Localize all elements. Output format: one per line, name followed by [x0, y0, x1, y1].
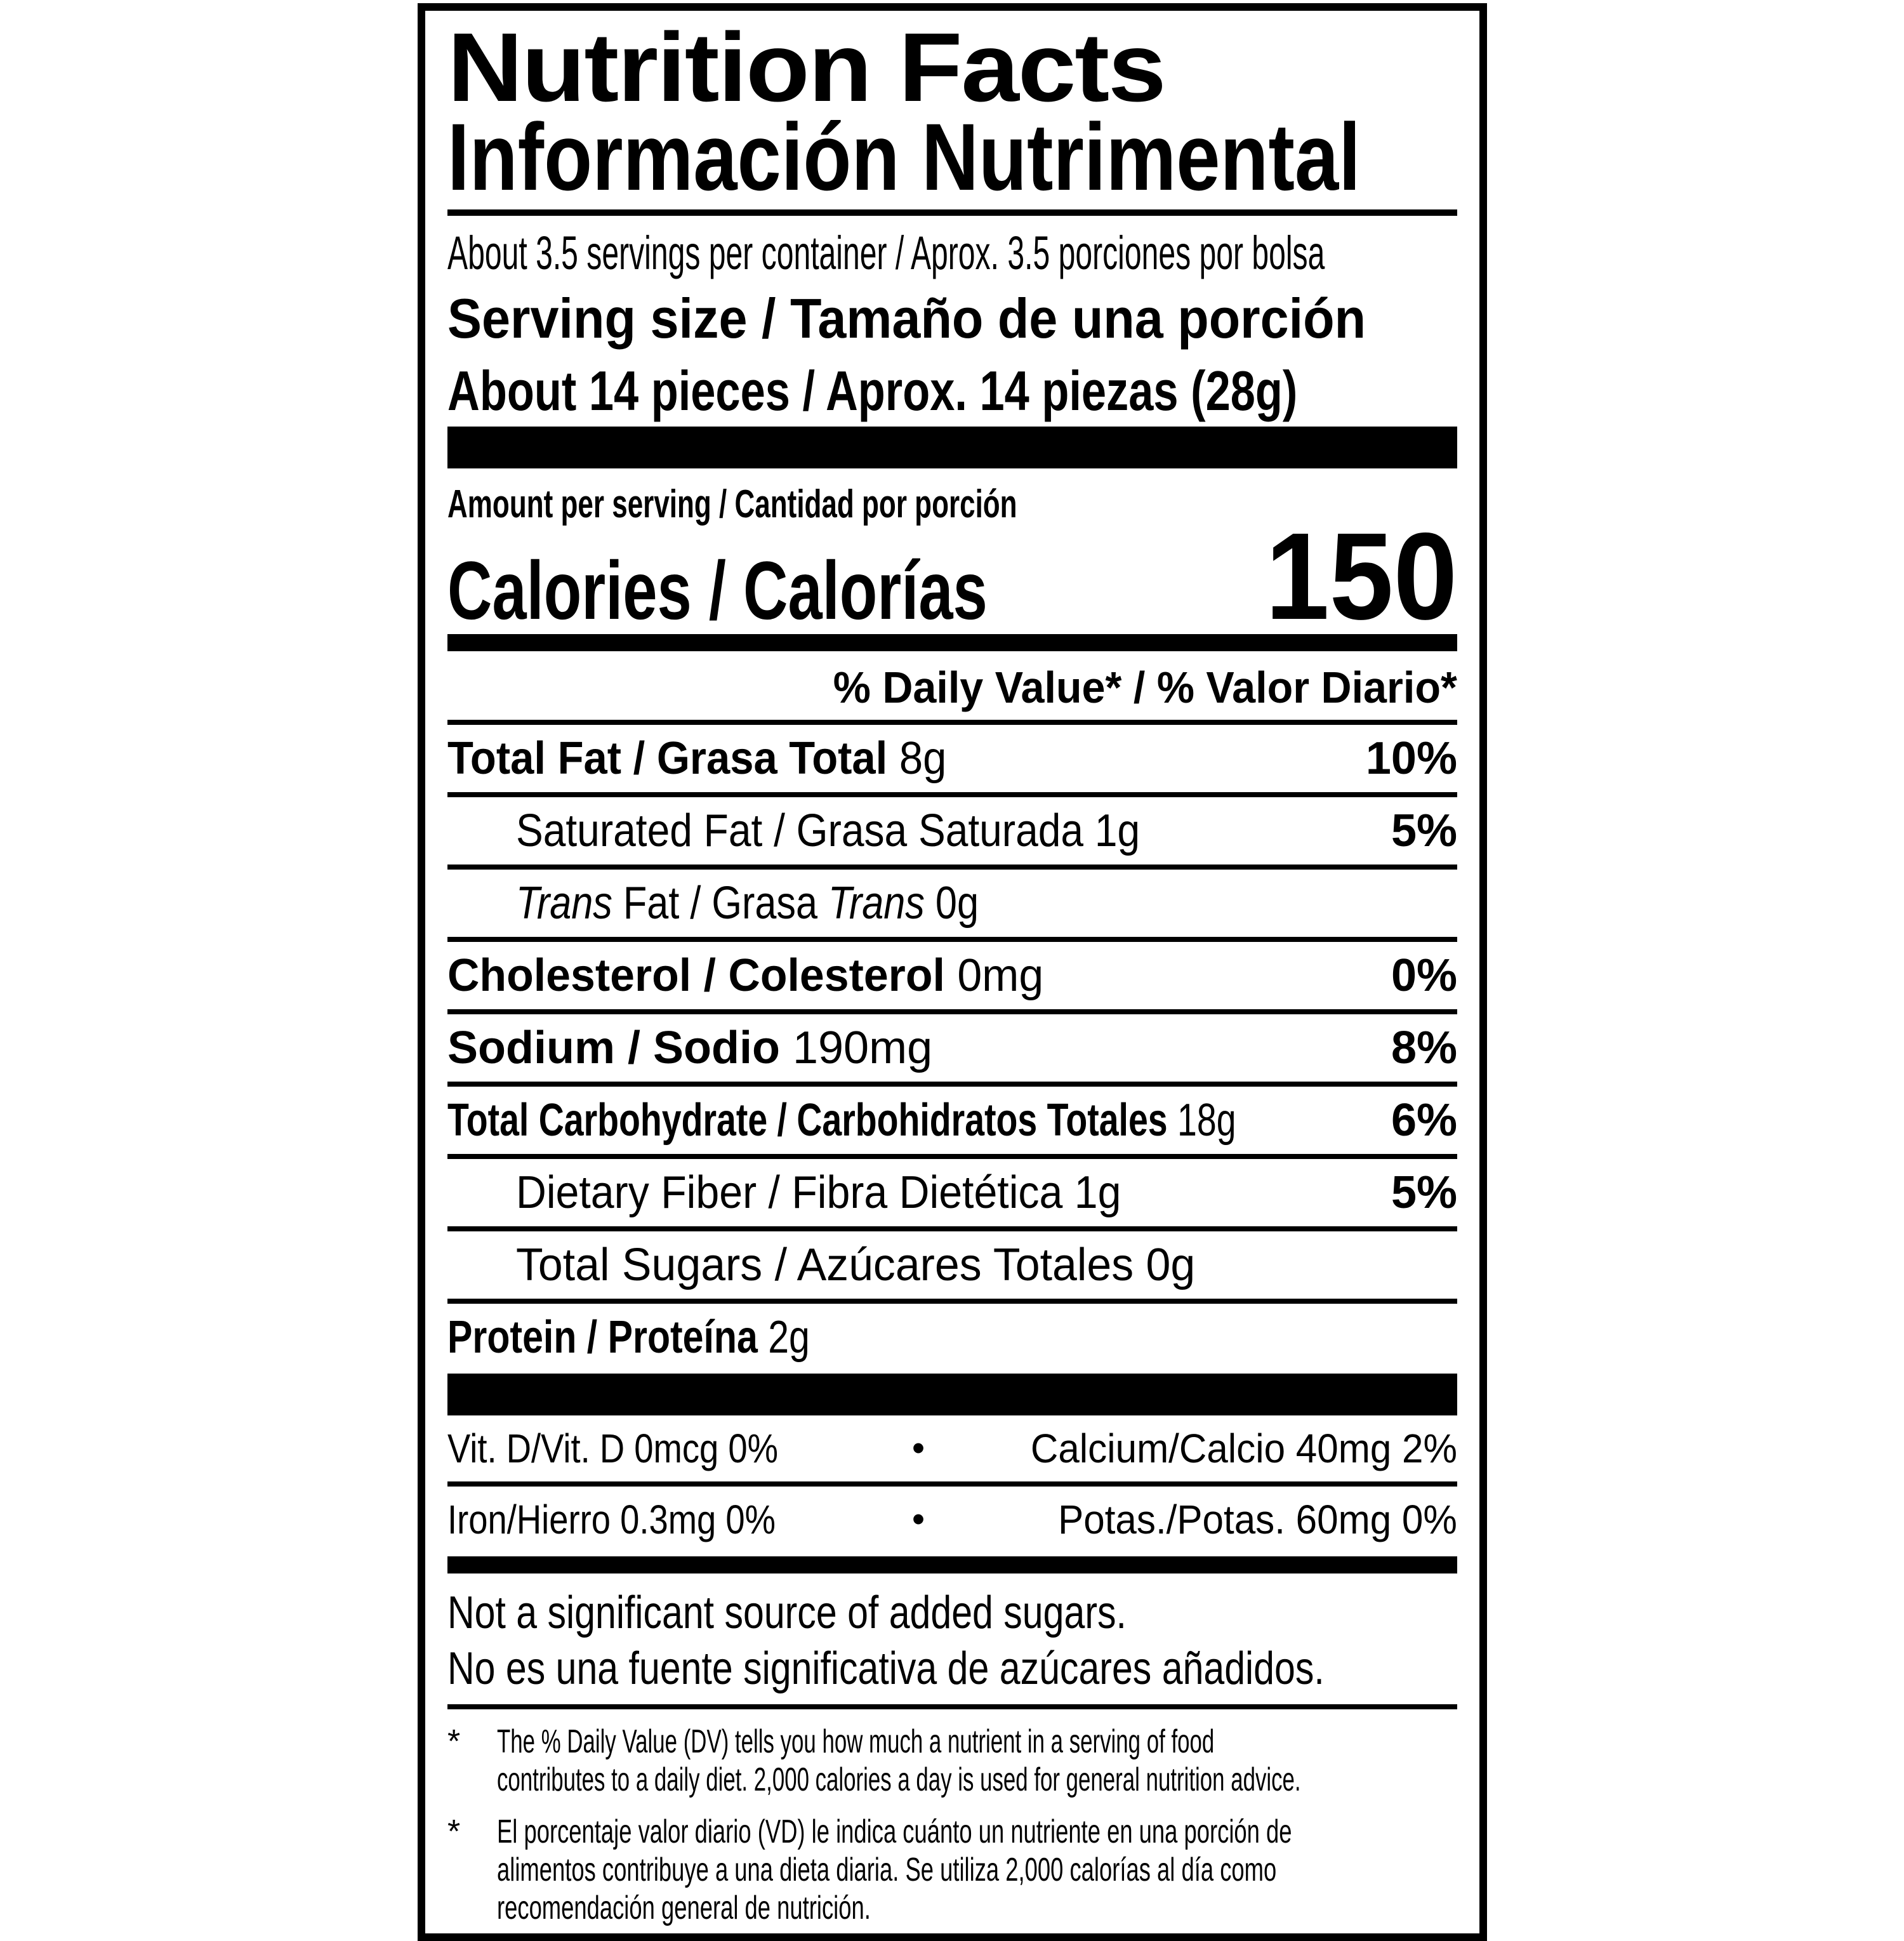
divider-above-footnotes — [447, 1704, 1457, 1710]
row-divider — [447, 937, 1457, 943]
vitamin-left-entry: Iron/Hierro 0.3mg 0% — [447, 1497, 776, 1543]
bullet-separator: • — [911, 1499, 925, 1540]
nutrient-name-and-amount: Protein / Proteína 2g — [447, 1312, 810, 1363]
title-spanish: Información Nutrimental — [447, 103, 1457, 210]
vitamin-row: Iron/Hierro 0.3mg 0% • Potas./Potas. 60mg … — [447, 1487, 1457, 1553]
nutrient-rows: Total Fat / Grasa Total 8g 10% Saturated F… — [447, 725, 1457, 1371]
nutrient-name-and-amount: Cholesterol / Colesterol 0mg — [447, 950, 1044, 1002]
nutrient-row: Total Carbohydrate / Carbohidratos Total… — [447, 1087, 1457, 1154]
daily-value-percent: 8% — [1391, 1023, 1457, 1074]
nutrient-row: Sodium / Sodio 190mg 8% — [447, 1014, 1457, 1082]
title-english: Nutrition Facts — [447, 13, 1457, 122]
nutrient-row: Protein / Proteína 2g — [447, 1304, 1457, 1371]
nutrient-name-and-amount: Dietary Fiber / Fibra Dietética 1g — [516, 1167, 1121, 1219]
added-sugars-note-english: Not a significant source of added sugars… — [447, 1587, 1127, 1639]
row-divider — [447, 1082, 1457, 1087]
calories-label: Calories / Calorías — [447, 544, 988, 637]
daily-value-percent: 5% — [1391, 1167, 1457, 1219]
nutrient-row: Total Sugars / Azúcares Totales 0g — [447, 1231, 1457, 1299]
vitamin-left-entry: Vit. D/Vit. D 0mcg 0% — [447, 1426, 779, 1472]
calories-value: 150 — [1265, 507, 1457, 646]
nutrient-row: Trans Fat / Grasa Trans 0g — [447, 870, 1457, 937]
footnote-es: * El porcentaje valor diario (VD) le indi… — [447, 1813, 1292, 1926]
daily-value-percent: 6% — [1391, 1095, 1457, 1146]
servings-per-container: About 3.5 servings per container / Aprox… — [447, 227, 1325, 280]
nutrient-name-and-amount: Trans Fat / Grasa Trans 0g — [516, 878, 979, 929]
thick-divider-bar — [447, 1374, 1457, 1416]
footnote-en: * The % Daily Value (DV) tells you how mu… — [447, 1723, 1301, 1799]
nutrient-row: Total Fat / Grasa Total 8g 10% — [447, 725, 1457, 792]
calories-row: Calories / Calorías 150 — [447, 507, 1457, 646]
row-divider — [447, 1154, 1457, 1160]
nutrient-row: Dietary Fiber / Fibra Dietética 1g 5% — [447, 1159, 1457, 1226]
nutrient-name-and-amount: Total Carbohydrate / Carbohidratos Total… — [447, 1095, 1236, 1146]
row-divider — [447, 1009, 1457, 1015]
divider-under-title — [447, 209, 1457, 216]
daily-value-percent: 5% — [1391, 805, 1457, 857]
footnote-asterisk: * — [447, 1723, 461, 1761]
nutrition-facts-label: Nutrition Facts Información Nutrimental … — [418, 3, 1487, 1941]
divider-under-dv-header — [447, 720, 1457, 725]
serving-size-value: About 14 pieces / Aprox. 14 piezas (28g) — [447, 359, 1298, 423]
row-divider — [447, 1481, 1457, 1487]
amount-per-serving: Amount per serving / Cantidad por porció… — [447, 482, 1017, 527]
vitamin-row: Vit. D/Vit. D 0mcg 0% • Calcium/Calcio 40m… — [447, 1415, 1457, 1481]
footnotes: * The % Daily Value (DV) tells you how mu… — [447, 1723, 1457, 1927]
nutrient-name-and-amount: Total Fat / Grasa Total 8g — [447, 733, 947, 785]
row-divider — [447, 1226, 1457, 1232]
title-spanish-text: Información Nutrimental — [447, 103, 1361, 210]
daily-value-percent: 10% — [1365, 733, 1457, 785]
daily-value-percent: 0% — [1391, 950, 1457, 1002]
daily-value-header: % Daily Value* / % Valor Diario* — [833, 663, 1457, 713]
row-divider — [447, 865, 1457, 870]
title-english-text: Nutrition Facts — [447, 13, 1167, 122]
medium-divider-bar — [447, 634, 1457, 652]
nutrient-name-and-amount: Saturated Fat / Grasa Saturada 1g — [516, 805, 1140, 857]
row-divider — [447, 792, 1457, 798]
vitamin-right-entry: Potas./Potas. 60mg 0% — [1058, 1497, 1457, 1543]
thick-divider-bar — [447, 427, 1457, 469]
vitamin-right-entry: Calcium/Calcio 40mg 2% — [1030, 1426, 1457, 1472]
footnote-asterisk: * — [447, 1813, 461, 1850]
nutrient-name-and-amount: Total Sugars / Azúcares Totales 0g — [516, 1240, 1196, 1291]
bullet-separator: • — [911, 1428, 925, 1469]
vitamin-mineral-rows: Vit. D/Vit. D 0mcg 0% • Calcium/Calcio 40m… — [447, 1415, 1457, 1553]
medium-divider-bar — [447, 1556, 1457, 1574]
nutrient-row: Cholesterol / Colesterol 0mg 0% — [447, 942, 1457, 1009]
nutrient-name-and-amount: Sodium / Sodio 190mg — [447, 1023, 933, 1074]
row-divider — [447, 1299, 1457, 1304]
added-sugars-note-spanish: No es una fuente significativa de azúcar… — [447, 1643, 1325, 1695]
nutrient-row: Saturated Fat / Grasa Saturada 1g 5% — [447, 797, 1457, 865]
serving-size-label: Serving size / Tamaño de una porción — [447, 287, 1366, 350]
